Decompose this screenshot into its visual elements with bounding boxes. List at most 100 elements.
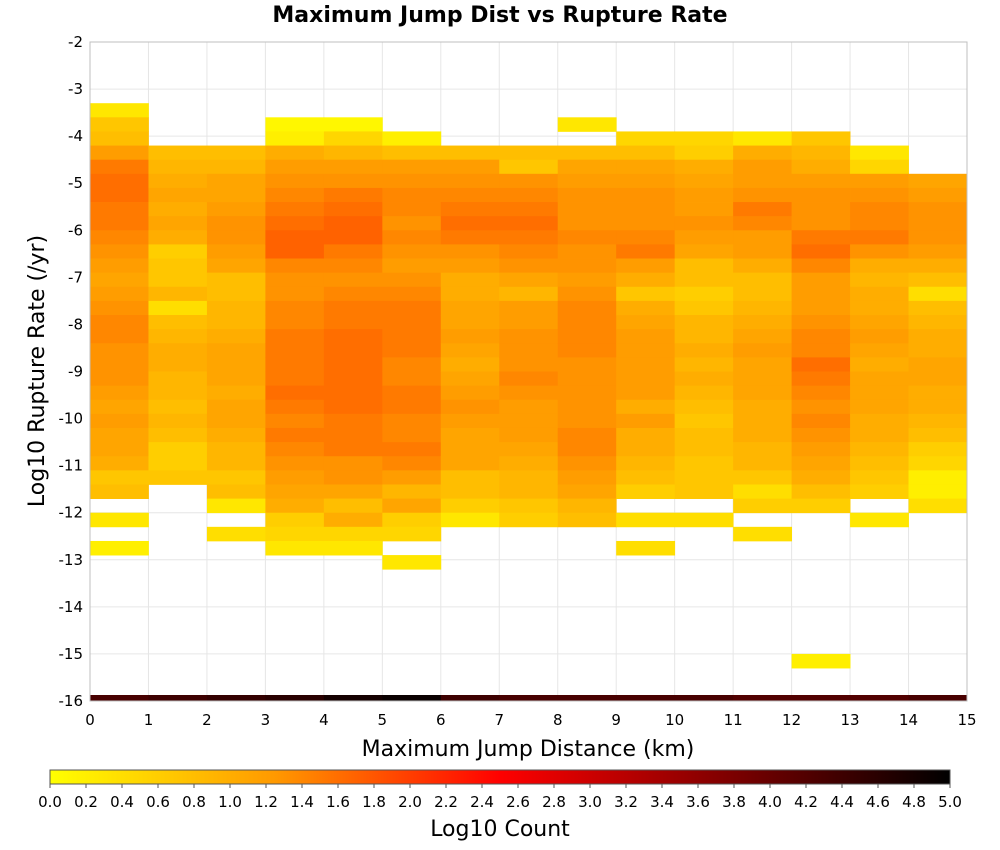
heatmap-cell [90,258,149,274]
heatmap-cell [323,187,383,203]
heatmap-cell [265,159,325,175]
heatmap-cell [791,329,851,344]
heatmap-cell [674,230,734,245]
heatmap-cell [499,343,559,358]
colorbar-tick-label: 1.0 [218,793,242,811]
heatmap-cell [908,498,968,514]
heatmap-cell [557,399,617,415]
heatmap-cell [850,343,909,358]
heatmap-cell [382,187,442,203]
heatmap-cell [850,230,909,245]
heatmap-cell [382,202,442,217]
heatmap-cell [733,145,792,161]
heatmap-cell [557,145,617,161]
heatmap-cell [323,385,383,401]
heatmap-cell [323,498,383,514]
heatmap-cell [90,216,149,231]
heatmap-cell [440,315,500,330]
heatmap-cell [791,470,851,485]
heatmap-cell [616,216,676,231]
heatmap-cell [382,145,442,161]
heatmap-cell [265,300,325,316]
x-tick-label: 7 [494,711,504,729]
heatmap-cell [148,202,208,217]
heatmap-cell [382,258,442,274]
heatmap-cell [265,526,325,542]
heatmap-cell [440,498,500,514]
heatmap-cell [557,202,617,217]
heatmap-cell [265,371,325,387]
colorbar-tick-label: 3.2 [614,793,638,811]
heatmap-cell [908,484,968,499]
heatmap-cell [499,258,559,274]
heatmap-cell [206,357,266,372]
heatmap-cell [440,159,500,175]
heatmap-cell [908,173,968,189]
heatmap-cell [323,470,383,485]
heatmap-cell [499,230,559,245]
colorbar-tick-label: 0.0 [38,793,62,811]
heatmap-cell [148,145,208,161]
heatmap-cell [265,385,325,401]
heatmap-cell [850,512,909,528]
heatmap-cell [148,427,208,443]
heatmap-cell [791,343,851,358]
heatmap-cell [265,399,325,415]
heatmap-cell [674,329,734,344]
heatmap-cell [733,159,792,175]
heatmap-cell [557,315,617,330]
x-tick-label: 3 [261,711,271,729]
heatmap-cell [90,442,149,457]
heatmap-cell [733,484,792,499]
heatmap-cell [908,329,968,344]
heatmap-cell [323,413,383,429]
heatmap-cell [148,385,208,401]
heatmap-cell [733,300,792,316]
heatmap-cell [148,315,208,330]
heatmap-cell [90,117,149,132]
bottom-row-cell [674,695,734,701]
heatmap-cell [499,442,559,457]
heatmap-cell [382,173,442,189]
heatmap-cell [382,456,442,471]
heatmap-cell [499,300,559,316]
heatmap-cell [674,442,734,457]
heatmap-cell [733,244,792,259]
heatmap-cell [791,159,851,175]
colorbar-tick-label: 2.6 [506,793,530,811]
heatmap-cell [148,357,208,372]
heatmap-cell [90,343,149,358]
heatmap-cell [499,413,559,429]
heatmap-cell [148,300,208,316]
bottom-row-cell [499,695,559,701]
heatmap-cell [382,131,442,146]
heatmap-cell [440,329,500,344]
heatmap-cell [323,300,383,316]
heatmap-cell [382,498,442,514]
colorbar-tick-label: 3.4 [650,793,674,811]
heatmap-cell [616,244,676,259]
heatmap-cell [323,484,383,499]
heatmap-cell [148,286,208,302]
heatmap-cell [791,286,851,302]
heatmap-cell [616,371,676,387]
colorbar-tick-label: 1.4 [290,793,314,811]
heatmap-cell [674,202,734,217]
heatmap-cell [265,202,325,217]
y-tick-label: -15 [59,645,84,663]
heatmap-cell [557,230,617,245]
heatmap-cell [206,470,266,485]
heatmap-cell [674,244,734,259]
heatmap-cell [908,300,968,316]
heatmap-cell [557,343,617,358]
heatmap-cell [148,371,208,387]
heatmap-cell [791,371,851,387]
heatmap-cell [733,286,792,302]
heatmap-cell [499,315,559,330]
heatmap-cell [616,540,676,556]
heatmap-cell [616,385,676,401]
heatmap-cell [616,187,676,203]
heatmap-cell [265,498,325,514]
heatmap-cell [440,300,500,316]
heatmap-cell [148,216,208,231]
